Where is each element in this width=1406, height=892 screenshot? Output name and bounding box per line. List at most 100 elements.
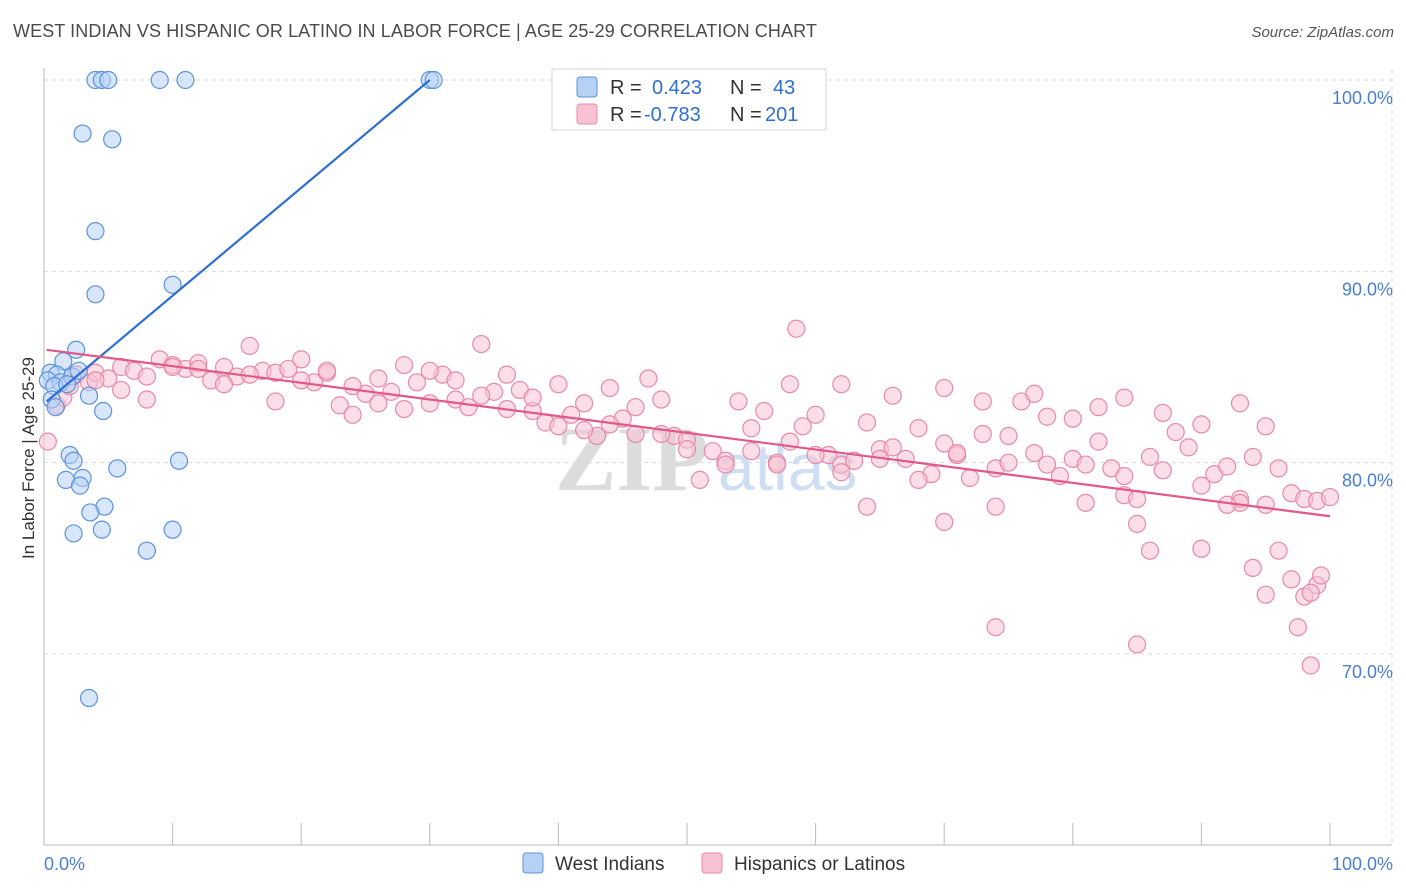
- hispanic-point: [986, 497, 1005, 516]
- legend-swatch-pink: [576, 103, 598, 125]
- hispanic-point: [575, 394, 594, 413]
- hispanic-point: [1288, 618, 1307, 637]
- west-indian-point: [137, 541, 156, 560]
- hispanic-point: [420, 394, 439, 413]
- hispanic-point: [1269, 541, 1288, 560]
- hispanic-point: [857, 497, 877, 516]
- bottom-legend-hispanics: Hispanics or Latinos: [734, 854, 905, 875]
- hispanic-point: [793, 417, 812, 436]
- legend-box: [551, 68, 827, 131]
- hispanic-point: [292, 350, 311, 369]
- hispanic-point: [394, 355, 414, 375]
- hispanic-point: [935, 378, 954, 398]
- hispanic-point: [845, 451, 864, 470]
- hispanic-point: [947, 444, 967, 463]
- west-indian-point: [70, 476, 90, 495]
- hispanic-point: [935, 512, 954, 532]
- hispanic-point: [137, 390, 156, 409]
- legend-n-label-1: N =: [730, 77, 762, 99]
- hispanic-point: [317, 361, 337, 380]
- hispanic-point: [999, 426, 1018, 445]
- hispanic-point: [1063, 409, 1082, 428]
- west-indian-point: [86, 285, 105, 304]
- hispanic-point: [214, 375, 234, 394]
- hispanic-point: [1269, 459, 1288, 478]
- hispanic-point: [1115, 466, 1134, 486]
- west-indian-point: [92, 520, 111, 539]
- trend-lines: [45, 79, 1331, 518]
- hispanic-point: [497, 365, 517, 384]
- west-indian-point: [46, 398, 65, 417]
- west-indian-point: [424, 70, 443, 90]
- hispanic-point: [394, 399, 414, 419]
- axes: [43, 68, 1392, 846]
- hispanic-point: [1076, 455, 1095, 474]
- hispanic-point: [832, 463, 851, 482]
- y-tick-label: 80.0%: [1342, 471, 1393, 491]
- hispanic-point: [549, 417, 568, 436]
- hispanic-point: [1256, 585, 1275, 604]
- hispanic-point: [1311, 566, 1331, 585]
- hispanic-point: [1153, 461, 1172, 480]
- legend-swatch-blue: [576, 76, 598, 98]
- bottom-legend-west-indians: West Indians: [555, 854, 664, 875]
- hispanic-point: [742, 419, 761, 438]
- hispanic-point: [1192, 476, 1211, 495]
- hispanic-point: [330, 396, 349, 415]
- hispanic-point: [343, 405, 362, 424]
- legend-n-value-1: 43: [773, 77, 795, 99]
- hispanic-point: [973, 392, 992, 411]
- hispanic-point: [472, 334, 491, 354]
- y-tick-label: 90.0%: [1342, 279, 1393, 299]
- bottom-legend-swatch-pink: [701, 852, 723, 874]
- hispanic-point: [472, 386, 491, 405]
- hispanic-point: [883, 438, 902, 457]
- hispanic-point: [1115, 388, 1134, 407]
- hispanic-point: [38, 432, 57, 451]
- hispanic-point: [1230, 394, 1250, 413]
- hispanic-point: [652, 390, 671, 409]
- hispanic-point: [1320, 488, 1340, 507]
- hispanic-point: [279, 359, 298, 379]
- hispanic-point: [1140, 541, 1160, 560]
- legend-n-label-2: N =: [730, 104, 762, 126]
- west-indian-point: [94, 401, 113, 421]
- west-indian-point: [150, 70, 169, 90]
- west-indian-point: [99, 70, 118, 90]
- hispanic-point: [1256, 417, 1275, 436]
- bottom-legend-swatch-blue: [522, 852, 544, 874]
- hispanic-point: [266, 392, 285, 411]
- hispanic-point: [935, 434, 954, 453]
- hispanic-point: [1025, 444, 1044, 463]
- west-indian-point: [103, 130, 122, 149]
- hispanic-point: [1140, 447, 1160, 467]
- hispanic-point: [1192, 415, 1211, 434]
- west-indian-point: [79, 688, 99, 708]
- legend-r-label-2: R =: [610, 104, 642, 126]
- hispanic-point: [1037, 455, 1057, 474]
- hispanic-point: [1301, 583, 1320, 602]
- hispanic-trend-line: [46, 348, 1331, 518]
- hispanic-point: [600, 378, 619, 398]
- hispanic-point: [909, 470, 928, 489]
- hispanic-point: [549, 375, 568, 394]
- hispanic-point: [857, 413, 877, 432]
- chart-title: WEST INDIAN VS HISPANIC OR LATINO IN LAB…: [13, 21, 817, 41]
- hispanic-point: [369, 369, 388, 388]
- hispanic-point: [896, 449, 915, 468]
- x-tick-label-min: 0.0%: [44, 854, 85, 874]
- west-indian-trend-line: [45, 79, 431, 403]
- hispanic-point: [1089, 432, 1108, 451]
- hispanic-point: [1153, 403, 1172, 423]
- hispanic-point: [420, 361, 439, 380]
- hispanic-point: [1301, 656, 1320, 675]
- hispanic-point: [1089, 398, 1108, 417]
- hispanic-point: [343, 377, 362, 396]
- hispanic-point: [960, 468, 980, 488]
- hispanic-point: [1025, 384, 1044, 403]
- hispanic-point: [742, 442, 761, 461]
- hispanic-point: [787, 319, 806, 338]
- hispanic-point: [999, 453, 1018, 472]
- hispanic-point: [832, 375, 851, 394]
